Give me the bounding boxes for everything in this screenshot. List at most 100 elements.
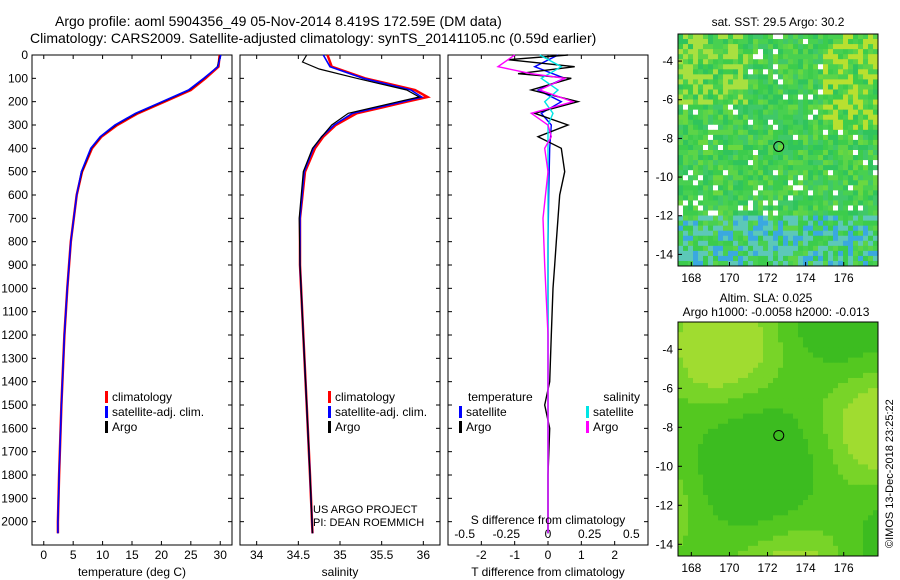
map-cell [873,474,879,481]
map-cell [678,403,684,409]
map-cell [833,175,839,181]
map-cell [738,377,744,384]
map-cell [768,454,774,460]
map-cell [828,109,834,116]
map-cell [833,124,839,131]
map-cell [728,464,734,470]
map-cell [803,520,809,526]
map-cell [808,459,814,465]
map-cell [798,54,804,60]
map-cell [778,94,784,100]
map-cell [738,44,744,50]
sla-map-ticks: 168 170 172 174 176-4-6-8-10-12-14 [656,342,854,575]
map-cell [733,459,739,465]
map-cell [853,84,859,90]
map-cell [773,69,779,75]
map-cell [798,510,804,516]
map-cell [768,505,774,511]
map-cell [868,388,874,394]
map-cell [798,74,804,80]
map-cell [843,489,849,496]
series-line-argo [57,54,222,534]
map-cell [843,449,849,455]
map-cell [808,255,814,262]
map-cell [698,109,704,116]
map-cell [838,418,844,425]
map-cell [683,190,689,196]
map-cell [723,357,729,364]
map-cell [838,393,844,399]
map-cell [798,104,804,111]
map-cell [873,150,879,156]
map-cell [708,220,714,227]
map-cell [783,510,789,516]
map-cell [723,250,729,257]
map-cell [703,200,709,206]
map-cell [803,44,809,50]
map-cell [748,428,754,435]
map-cell [838,59,844,65]
map-cell [778,388,784,394]
map-cell [823,200,829,206]
map-cell [723,418,729,425]
map-cell [848,505,854,511]
map-cell [873,352,879,359]
map-cell [768,84,774,90]
map-cell [693,474,699,481]
map-cell [748,160,754,166]
map-cell [693,170,699,176]
map-cell [858,367,864,374]
map-cell [683,479,689,486]
map-cell [818,550,824,557]
depth-tick-label: 1800 [1,468,28,482]
map-cell [813,403,819,409]
map-cell [693,332,699,338]
map-cell [838,155,844,161]
map-cell [758,59,764,65]
map-cell [763,215,769,222]
map-cell [858,74,864,80]
map-cell [843,342,849,348]
map-cell [743,185,749,191]
map-cell [753,403,759,409]
map-cell [818,362,824,369]
map-cell [763,449,769,455]
map-cell [788,469,794,476]
map-cell [728,500,734,506]
map-cell [708,139,714,146]
map-cell [813,245,819,252]
map-cell [678,372,684,379]
map-cell [838,352,844,359]
map-cell [693,337,699,343]
map-cell [803,352,809,359]
map-cell [823,170,829,176]
map-cell [693,377,699,384]
map-cell [708,225,714,232]
map-cell [703,505,709,511]
map-cell [703,255,709,262]
map-cell [843,205,849,211]
map-cell [708,372,714,379]
map-cell [758,89,764,95]
map-cell [818,39,824,45]
map-cell [723,413,729,420]
map-cell [873,520,879,526]
map-cell [733,550,739,557]
map-cell [773,39,779,45]
map-cell [813,109,819,116]
map-cell [703,322,709,328]
map-cell [848,444,854,450]
map-cell [783,104,789,111]
map-cell [733,210,739,216]
map-cell [758,322,764,328]
map-cell [838,170,844,176]
map-cell [708,94,714,100]
map-cell [763,180,769,186]
map-cell [763,39,769,45]
map-cell [748,84,754,90]
map-cell [693,525,699,531]
map-cell [748,69,754,75]
map-cell [773,94,779,100]
map-cell [693,74,699,80]
legend-argo: Argo [112,420,138,434]
